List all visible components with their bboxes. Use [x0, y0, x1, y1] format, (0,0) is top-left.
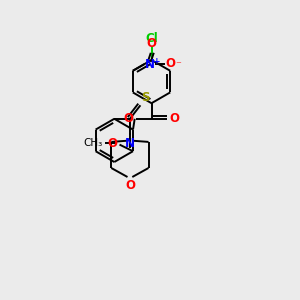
Text: O: O [124, 112, 134, 125]
Text: O: O [169, 112, 179, 125]
Text: Cl: Cl [145, 32, 158, 45]
Text: O: O [107, 137, 117, 150]
Text: N: N [145, 58, 155, 71]
Text: +: + [153, 57, 161, 66]
Text: ⁻: ⁻ [175, 61, 181, 71]
Text: S: S [142, 91, 150, 104]
Text: O: O [147, 37, 157, 50]
Text: O: O [166, 57, 176, 70]
Text: N: N [125, 137, 135, 150]
Text: CH₃: CH₃ [83, 138, 103, 148]
Text: O: O [125, 179, 135, 192]
